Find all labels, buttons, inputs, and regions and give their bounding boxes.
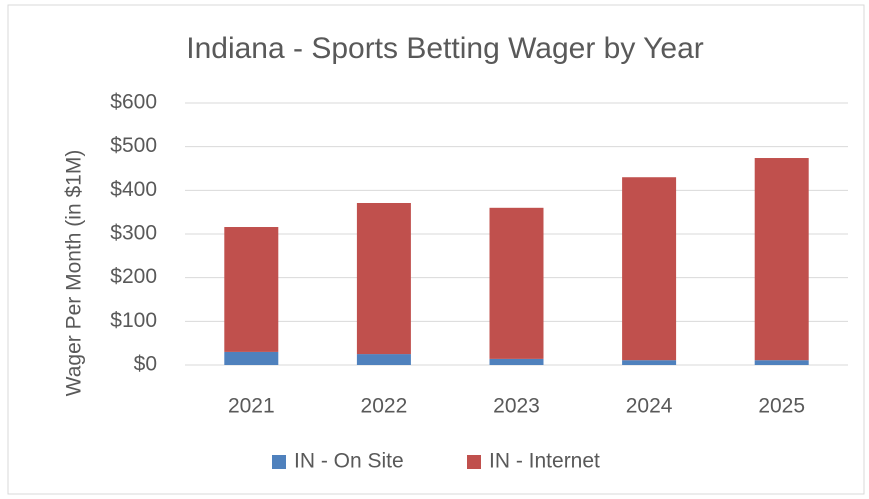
y-tick-label: $0 [134,353,157,376]
bar-segment [622,177,677,361]
bar-segment [356,202,411,355]
x-tick-label: 2021 [228,395,275,418]
x-tick-label: 2022 [361,395,408,418]
x-tick-label: 2023 [493,395,540,418]
y-tick-label: $600 [110,91,157,114]
y-tick-label: $400 [110,178,157,201]
bar-segment [754,158,809,361]
bar-segment [224,351,279,365]
y-tick-label: $100 [110,309,157,332]
legend-swatch [272,455,286,469]
x-tick-label: 2025 [758,395,805,418]
y-axis-label: Wager Per Month (in $1M) [63,150,86,397]
legend-label: IN - On Site [294,450,404,473]
chart-title: Indiana - Sports Betting Wager by Year [186,32,704,65]
legend-label: IN - Internet [489,450,600,473]
y-tick-label: $300 [110,222,157,245]
bar-segment [489,358,544,365]
bar-segment [224,227,279,352]
y-tick-label: $500 [110,134,157,157]
legend-swatch [467,455,481,469]
bar-segment [356,354,411,365]
x-tick-label: 2024 [626,395,673,418]
bar-segment [754,360,809,365]
bar-segment [489,207,544,359]
y-tick-label: $200 [110,265,157,288]
chart-frame [7,4,865,495]
bar-segment [622,360,677,365]
